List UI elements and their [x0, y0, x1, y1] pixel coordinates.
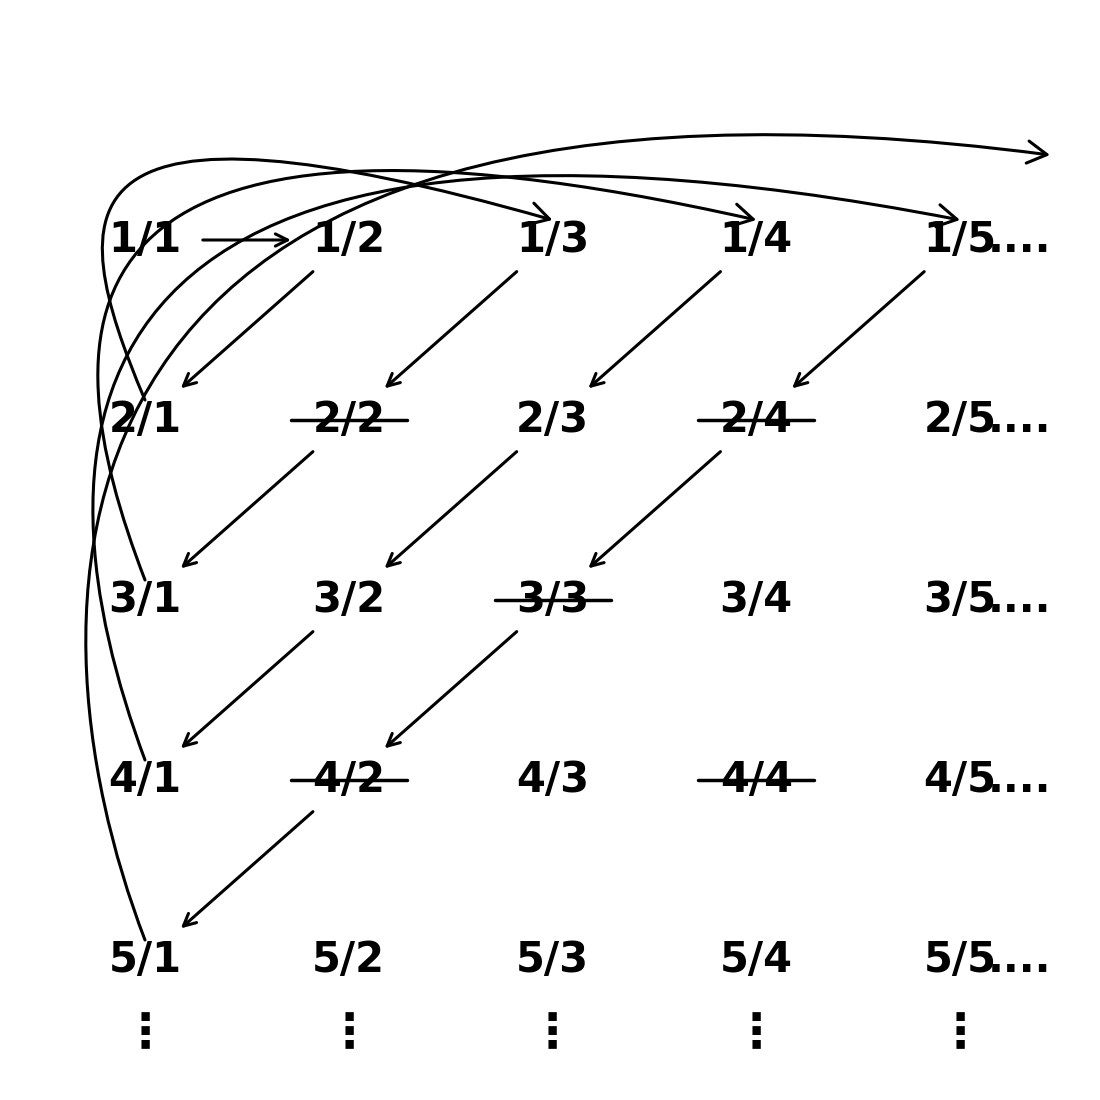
Text: 2/1: 2/1 — [109, 399, 182, 441]
Text: 2/2: 2/2 — [312, 399, 385, 441]
Text: 1/4: 1/4 — [719, 219, 793, 261]
Text: 3/2: 3/2 — [312, 579, 385, 621]
Text: 5/1: 5/1 — [109, 939, 182, 981]
Text: 4/1: 4/1 — [109, 759, 182, 801]
Text: 1/3: 1/3 — [516, 219, 590, 261]
Text: 2/4: 2/4 — [719, 399, 793, 441]
Text: 1/5: 1/5 — [923, 219, 997, 261]
Text: 4/4: 4/4 — [719, 759, 793, 801]
Text: 3/5: 3/5 — [923, 579, 997, 621]
FancyArrowPatch shape — [102, 160, 550, 400]
Text: 5/5: 5/5 — [924, 939, 997, 981]
Text: 3/1: 3/1 — [109, 579, 182, 621]
Text: 4/5: 4/5 — [924, 759, 997, 801]
Text: ....: .... — [988, 939, 1052, 981]
Text: 2/3: 2/3 — [516, 399, 590, 441]
Text: ⋮: ⋮ — [529, 1012, 576, 1057]
Text: ....: .... — [988, 759, 1052, 801]
Text: ⋮: ⋮ — [936, 1012, 983, 1057]
FancyArrowPatch shape — [92, 176, 957, 760]
FancyArrowPatch shape — [98, 170, 754, 580]
FancyArrowPatch shape — [86, 134, 1047, 940]
Text: 5/2: 5/2 — [312, 939, 385, 981]
Text: ....: .... — [988, 219, 1052, 261]
Text: ⋮: ⋮ — [733, 1012, 780, 1057]
Text: ....: .... — [988, 399, 1052, 441]
Text: ⋮: ⋮ — [326, 1012, 373, 1057]
Text: 1/2: 1/2 — [312, 219, 385, 261]
Text: 3/4: 3/4 — [719, 579, 793, 621]
Text: 3/3: 3/3 — [516, 579, 590, 621]
Text: 5/4: 5/4 — [719, 939, 793, 981]
Text: 5/3: 5/3 — [516, 939, 590, 981]
Text: 2/5: 2/5 — [924, 399, 997, 441]
Text: ....: .... — [988, 579, 1052, 621]
Text: 1/1: 1/1 — [109, 219, 182, 261]
Text: ⋮: ⋮ — [121, 1012, 168, 1057]
Text: 4/2: 4/2 — [312, 759, 385, 801]
Text: 4/3: 4/3 — [516, 759, 590, 801]
